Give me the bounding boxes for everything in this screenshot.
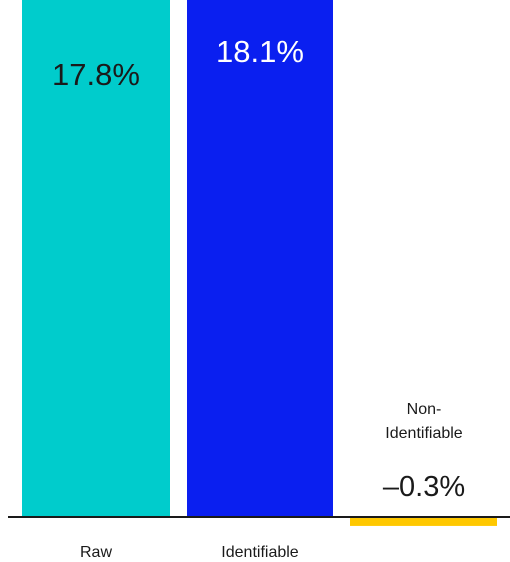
value-label-2: 18.1% [216, 34, 304, 69]
category-label-2: Identifiable [221, 544, 298, 561]
bar-non-identifiable [350, 517, 497, 526]
bar-raw [22, 0, 170, 518]
category-label-3: Non-Identifiable [385, 401, 462, 442]
value-label-3: –0.3% [383, 471, 465, 503]
bar-identifiable [187, 0, 333, 517]
value-label-1: 17.8% [52, 57, 140, 92]
category-label-1: Raw [80, 544, 112, 561]
